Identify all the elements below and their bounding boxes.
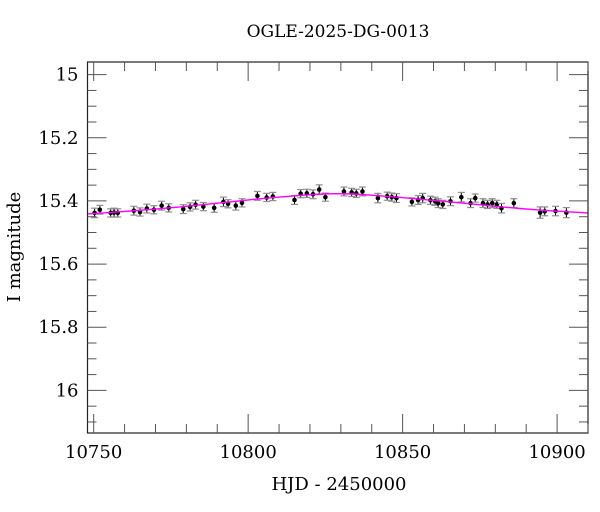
y-tick-label: 15.4 — [38, 191, 78, 212]
data-point — [159, 203, 164, 208]
x-tick-label: 10800 — [220, 442, 277, 463]
data-point — [511, 200, 517, 206]
chart-title: OGLE-2025-DG-0013 — [247, 22, 430, 42]
data-point — [435, 200, 441, 206]
y-tick-label: 15.8 — [38, 317, 78, 338]
y-axis-label: I magnitude — [4, 192, 25, 303]
data-point — [323, 194, 328, 200]
data-point — [239, 200, 245, 206]
data-point — [316, 187, 322, 192]
data-point — [341, 189, 347, 194]
y-tick-label: 15 — [56, 65, 79, 86]
data-point — [180, 206, 186, 212]
y-tick-label: 16 — [56, 380, 79, 401]
data-point — [375, 195, 381, 201]
data-point — [409, 199, 415, 205]
plot-frame — [86, 61, 589, 434]
data-point — [360, 189, 365, 194]
y-tick-label: 15.2 — [38, 128, 78, 149]
x-axis-label: HJD - 2450000 — [271, 474, 406, 495]
model-curve-line — [86, 192, 589, 215]
data-point — [233, 203, 239, 208]
y-tick-label: 15.6 — [38, 254, 78, 275]
data-point — [97, 207, 103, 213]
data-point — [459, 194, 464, 200]
data-point — [201, 204, 206, 209]
data-point — [472, 195, 478, 201]
data-point — [211, 205, 217, 211]
data-point — [489, 200, 495, 206]
data-point — [292, 197, 297, 203]
data-point — [255, 193, 260, 199]
data-point — [440, 202, 446, 207]
x-tick-label: 10750 — [65, 442, 122, 463]
data-point — [537, 210, 543, 215]
plot-area: 10750 10800 10850 10900 15 15.2 15.4 15.6 15.8 16 — [38, 61, 589, 463]
x-tick-label: 10900 — [528, 442, 585, 463]
x-tick-label: 10850 — [374, 442, 431, 463]
